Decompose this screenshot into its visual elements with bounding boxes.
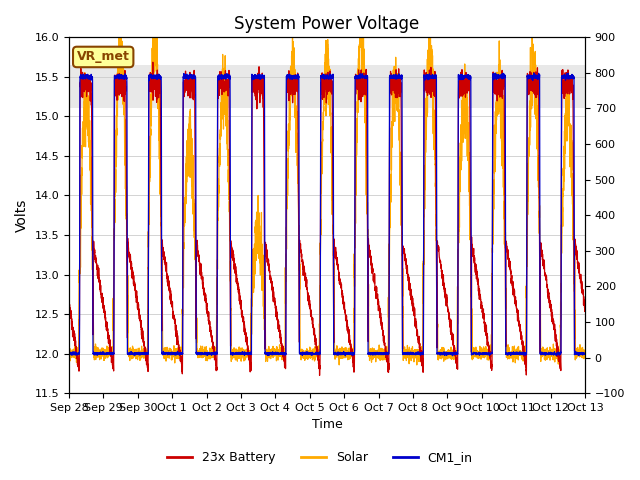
- Bar: [69, 65, 585, 108]
- Legend: 23x Battery, Solar, CM1_in: 23x Battery, Solar, CM1_in: [163, 446, 477, 469]
- CM1_in: [127, 351, 134, 357]
- 23x Battery: [554, 343, 561, 349]
- Text: VR_met: VR_met: [77, 50, 130, 63]
- Solar: [127, 348, 134, 354]
- Solar: [65, 351, 73, 357]
- Solar: [413, 362, 420, 368]
- Title: System Power Voltage: System Power Voltage: [234, 15, 420, 33]
- 23x Battery: [534, 65, 541, 71]
- CM1_in: [531, 74, 539, 80]
- X-axis label: Time: Time: [312, 419, 342, 432]
- 23x Battery: [149, 60, 157, 65]
- Solar: [388, 144, 396, 150]
- Solar: [427, 6, 435, 12]
- CM1_in: [534, 74, 541, 80]
- Line: 23x Battery: 23x Battery: [69, 62, 585, 375]
- Solar: [554, 345, 561, 350]
- CM1_in: [342, 353, 349, 359]
- 23x Battery: [263, 252, 271, 258]
- 23x Battery: [388, 78, 396, 84]
- Line: CM1_in: CM1_in: [69, 73, 585, 356]
- Y-axis label: Volts: Volts: [15, 199, 29, 232]
- CM1_in: [581, 350, 589, 356]
- Solar: [263, 350, 271, 356]
- 23x Battery: [65, 307, 73, 312]
- CM1_in: [492, 70, 499, 76]
- CM1_in: [263, 350, 271, 356]
- CM1_in: [554, 351, 561, 357]
- Solar: [531, 102, 539, 108]
- Solar: [534, 147, 541, 153]
- Solar: [581, 351, 589, 357]
- 23x Battery: [581, 305, 589, 311]
- CM1_in: [388, 74, 396, 80]
- CM1_in: [65, 350, 73, 356]
- Line: Solar: Solar: [69, 9, 585, 365]
- 23x Battery: [531, 79, 539, 85]
- 23x Battery: [316, 372, 323, 378]
- 23x Battery: [127, 260, 134, 265]
